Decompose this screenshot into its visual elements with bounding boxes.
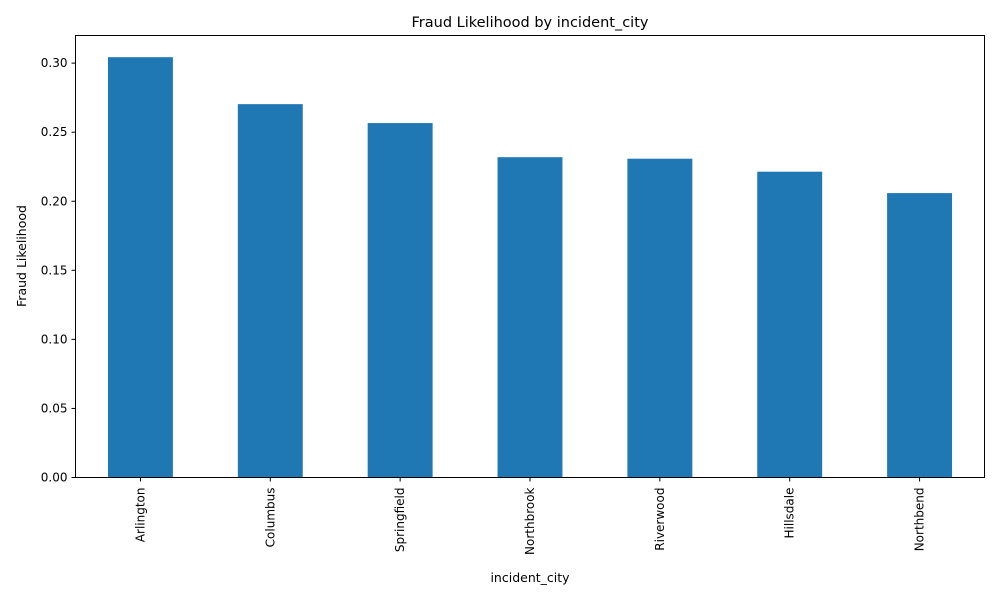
- x-tick-label: Hillsdale: [783, 488, 797, 539]
- bars-group: [107, 57, 953, 478]
- x-tick-label: Columbus: [263, 488, 277, 548]
- y-tick-label: 0.25: [41, 125, 68, 139]
- bar-riverwood: [627, 158, 693, 478]
- y-axis: 0.00 0.05 0.10 0.15 0.20 0.25 0.30: [41, 56, 76, 485]
- chart-title: Fraud Likelihood by incident_city: [412, 15, 649, 31]
- bar-northbend: [887, 193, 953, 478]
- bar-columbus: [237, 104, 303, 478]
- x-axis: Arlington Columbus Springfield Northbrook Ri…: [133, 477, 927, 555]
- bar-hillsdale: [757, 171, 823, 478]
- bar-springfield: [367, 123, 433, 478]
- x-tick-label: Northbend: [913, 488, 927, 552]
- x-axis-label: incident_city: [490, 570, 570, 585]
- y-axis-label: Fraud Likelihood: [14, 205, 29, 307]
- bar-arlington: [107, 57, 173, 478]
- y-tick-label: 0.10: [41, 332, 68, 346]
- y-tick-label: 0.30: [41, 56, 68, 70]
- x-tick-label: Arlington: [133, 488, 147, 543]
- x-tick-label: Springfield: [393, 488, 407, 553]
- x-tick-label: Northbrook: [523, 487, 537, 555]
- y-tick-label: 0.15: [41, 263, 68, 277]
- y-tick-label: 0.20: [41, 194, 68, 208]
- y-tick-label: 0.05: [41, 401, 68, 415]
- bar-northbrook: [497, 157, 563, 478]
- x-tick-label: Riverwood: [653, 488, 667, 551]
- plot-frame: [75, 35, 985, 478]
- y-tick-label: 0.00: [41, 471, 68, 485]
